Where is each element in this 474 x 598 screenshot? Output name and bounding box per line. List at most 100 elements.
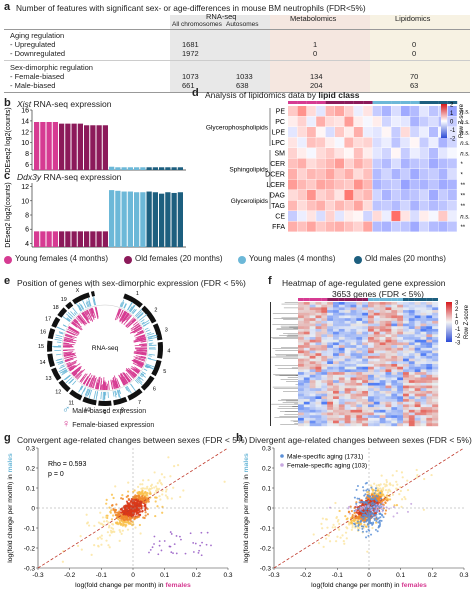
heat-cell — [372, 200, 382, 211]
male-biased-bar — [56, 358, 63, 361]
male-biased-bar — [147, 358, 157, 361]
colorbar-tick: -2 — [450, 137, 456, 143]
female-biased-bar — [138, 330, 144, 334]
chromosome-arc — [47, 340, 53, 352]
heat-cell — [315, 355, 322, 359]
heat-cell — [333, 334, 340, 338]
data-point — [119, 511, 122, 514]
male-biased-bar — [70, 311, 76, 317]
heat-cell — [303, 339, 310, 343]
female-biased-bar — [94, 307, 99, 320]
male-specific-point — [361, 486, 364, 489]
data-point — [137, 500, 140, 503]
female-biased-bar — [121, 313, 130, 324]
chromosome-arc — [127, 388, 143, 401]
heat-cell — [356, 331, 363, 335]
heat-cell — [391, 369, 398, 373]
female-specific-point — [362, 505, 365, 508]
heat-cell — [288, 106, 297, 117]
female-specific-point — [361, 507, 364, 510]
x-axis-label: log(fold change per month) in females — [75, 582, 191, 589]
heat-cell — [309, 358, 316, 362]
female-biased-bar — [80, 373, 88, 383]
heat-cell — [344, 353, 351, 357]
male-biased-bar — [65, 376, 73, 384]
group-bar — [315, 298, 322, 301]
y-axis-label: DEseq2 log2(counts) — [5, 107, 12, 172]
heat-cell — [298, 304, 305, 308]
heat-cell — [432, 339, 439, 343]
data-point — [105, 520, 108, 523]
male-biased-bar — [116, 390, 120, 398]
data-point — [389, 490, 392, 493]
female-biased-bar — [66, 360, 78, 366]
heat-cell — [321, 364, 328, 367]
x-tick-label: 0 — [131, 572, 135, 579]
heat-cell — [327, 374, 334, 378]
heat-cell — [363, 190, 373, 201]
heat-cell — [356, 366, 363, 370]
heat-cell — [368, 331, 375, 335]
female-biased-bar — [140, 355, 147, 358]
data-point — [107, 521, 110, 524]
heat-cell — [403, 326, 410, 330]
data-point — [387, 489, 390, 492]
heat-cell — [309, 417, 316, 421]
data-point — [142, 479, 145, 482]
data-point — [389, 498, 392, 501]
heat-cell — [338, 412, 345, 416]
heat-cell — [344, 312, 351, 316]
heat-cell — [373, 420, 380, 424]
male-specific-point — [358, 497, 361, 500]
chromosome-arc — [47, 328, 56, 340]
heat-cell — [335, 127, 344, 138]
male-specific-point — [364, 493, 367, 496]
heat-cell — [350, 347, 357, 351]
heat-cell — [309, 388, 316, 392]
heat-cell — [379, 388, 386, 392]
heat-cell — [338, 302, 345, 305]
heat-cell — [327, 417, 334, 421]
heat-cell — [426, 302, 433, 305]
male-biased-bar — [80, 385, 84, 391]
heat-cell — [321, 417, 328, 421]
heat-cell — [325, 179, 335, 190]
heat-cell — [414, 396, 421, 400]
heat-cell — [391, 158, 401, 169]
female-biased-bar — [64, 354, 77, 359]
heat-cell — [344, 323, 351, 327]
heat-cell — [373, 318, 380, 322]
heat-cell — [408, 355, 415, 359]
female-biased-bar — [65, 334, 73, 338]
heat-cell — [363, 137, 373, 148]
heat-cell — [344, 382, 351, 386]
group-bar — [438, 101, 448, 104]
data-point — [395, 480, 398, 483]
data-point — [115, 522, 118, 525]
heat-cell — [353, 169, 363, 180]
heat-cell — [350, 302, 357, 305]
outlier-point — [200, 554, 203, 557]
heat-cell — [391, 342, 398, 346]
heat-cell — [385, 310, 392, 313]
heat-cell — [333, 382, 340, 386]
heat-cell — [321, 399, 328, 402]
heat-cell — [403, 358, 410, 362]
female-specific-point — [376, 506, 379, 509]
male-biased-bar — [96, 391, 99, 397]
heat-cell — [362, 315, 369, 319]
male-specific-point — [374, 487, 377, 490]
heat-cell — [379, 390, 386, 394]
heat-cell — [344, 345, 351, 349]
heat-cell — [315, 399, 322, 402]
male-specific-point — [363, 514, 366, 517]
heat-cell — [385, 320, 392, 324]
group-bar — [316, 101, 326, 104]
heat-cell — [385, 337, 392, 340]
heat-cell — [344, 190, 354, 201]
female-biased-bar — [63, 352, 72, 355]
heat-cell — [303, 345, 310, 349]
male-biased-bar — [146, 332, 152, 335]
heat-cell — [338, 396, 345, 400]
significance-label: n.s. — [460, 131, 470, 137]
